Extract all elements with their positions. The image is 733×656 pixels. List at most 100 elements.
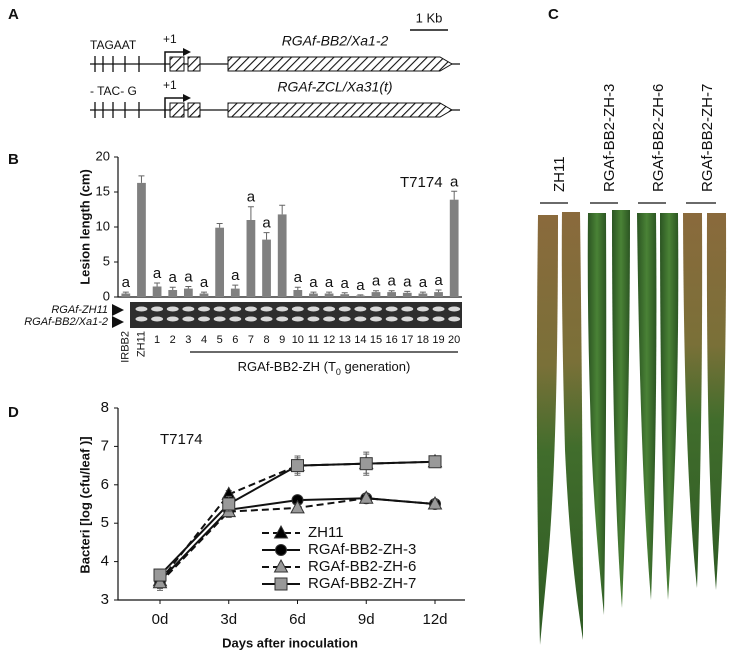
- bar: [246, 220, 256, 297]
- bar: [340, 294, 350, 297]
- bar: [152, 286, 162, 297]
- error-bar: [294, 286, 301, 290]
- bar: [449, 199, 459, 297]
- leaf-label: RGAf-BB2-ZH-6: [650, 84, 667, 192]
- marker: [291, 459, 304, 473]
- marker: [428, 455, 442, 469]
- marker: [427, 495, 443, 510]
- gel-band: [291, 306, 304, 312]
- legend-marker: [274, 577, 288, 591]
- error-bar: [310, 291, 317, 294]
- error-bar: [247, 206, 254, 220]
- significance-label: a: [262, 215, 271, 232]
- error-bar: [279, 204, 286, 215]
- y-tick-label: 6: [101, 476, 109, 493]
- error-bar: [201, 291, 207, 294]
- gene-name: RGAf-BB2/Xa1-2: [282, 33, 389, 49]
- marker: [153, 568, 167, 582]
- x-tick-label: 0d: [152, 611, 169, 628]
- x-axis-label-part: RGAf-BB2-ZH (T: [238, 359, 336, 374]
- leaf: [612, 210, 630, 608]
- gel-band: [260, 306, 273, 312]
- gel: [130, 302, 462, 328]
- gel-band: [432, 316, 445, 322]
- x-axis-label: RGAf-BB2-ZH (T0 generation): [238, 359, 411, 377]
- significance-label: a: [153, 265, 162, 282]
- gel-arrows: [112, 304, 124, 328]
- significance-label: a: [372, 273, 381, 290]
- x-tick-label: ZH11: [135, 331, 147, 357]
- error-bar: [451, 190, 458, 200]
- y-tick-label: 7: [101, 437, 109, 454]
- panel-label: B: [8, 151, 19, 168]
- gel-band: [448, 316, 461, 322]
- line-chart: Bacteri [log (cfu/leaf )] Days after ino…: [77, 408, 465, 650]
- gel-band: [307, 316, 320, 322]
- error-bar: [122, 291, 129, 294]
- significance-label: a: [434, 272, 443, 289]
- marker: [358, 490, 374, 504]
- gene-diagram: 1 Kb TAGAAT +1 RGAf-BB2/Xa1-2 - TAC- G +…: [90, 10, 460, 118]
- error-bar: [154, 282, 161, 287]
- legend-label: RGAf-BB2-ZH-6: [308, 558, 416, 575]
- significance-label: a: [341, 275, 350, 292]
- gel-band: [432, 306, 445, 312]
- y-tick-label: 8: [101, 399, 109, 416]
- y-tick-label: 20: [96, 148, 110, 163]
- bar: [215, 227, 225, 297]
- legend-marker: [273, 558, 289, 573]
- error-bar: [435, 289, 442, 293]
- error-bar: [232, 284, 239, 289]
- gel-band: [182, 316, 195, 322]
- gel-band: [135, 316, 148, 322]
- error-bar: [404, 290, 411, 293]
- bar: [293, 290, 303, 297]
- leaf: [536, 215, 558, 645]
- y-tick-label: 15: [96, 183, 110, 198]
- gel-band: [401, 306, 414, 312]
- bar: [137, 182, 146, 297]
- x-tick-label: 5: [217, 334, 223, 346]
- significance-label: a: [325, 274, 334, 291]
- error-bar: [341, 292, 348, 295]
- panel-label: D: [8, 404, 19, 421]
- promoter-seq: TAGAAT: [90, 38, 137, 52]
- y-axis-label: Bacteri [log (cfu/leaf )]: [77, 436, 92, 573]
- marker: [290, 499, 305, 514]
- significance-label: a: [419, 274, 428, 291]
- x-tick-label: IRBB2: [120, 331, 132, 363]
- leaf-label: RGAf-BB2-ZH-7: [699, 84, 716, 192]
- gel-band: [198, 306, 210, 312]
- panel-label: C: [548, 6, 559, 23]
- x-tick-label: 11: [308, 334, 319, 346]
- gel-band: [307, 306, 320, 312]
- x-tick-label: 3: [185, 334, 191, 346]
- gene-name: RGAf-ZCL/Xa31(t): [277, 79, 392, 95]
- bar: [402, 292, 412, 297]
- bar: [387, 292, 397, 297]
- y-tick-label: 5: [101, 514, 109, 531]
- gel-band: [276, 306, 289, 312]
- significance-label: a: [122, 274, 131, 291]
- bar: [121, 293, 131, 297]
- x-tick-label: 18: [417, 334, 429, 346]
- x-tick-label: 6d: [289, 611, 306, 628]
- significance-label: a: [184, 268, 193, 285]
- x-tick-label: 14: [354, 334, 366, 346]
- gel-band: [291, 316, 304, 322]
- significance-label: a: [231, 267, 240, 284]
- panel-label: A: [8, 6, 19, 23]
- gel-band: [229, 316, 242, 322]
- leaf: [587, 213, 607, 615]
- bar: [418, 293, 428, 297]
- leaf: [706, 213, 727, 590]
- x-tick-label: 9: [279, 334, 285, 346]
- significance-label: a: [403, 273, 412, 290]
- gel-band: [166, 316, 179, 322]
- y-tick-label: 5: [103, 253, 110, 268]
- x-tick-label: 12: [323, 334, 335, 346]
- x-tick-label: 10: [292, 334, 304, 346]
- y-tick-label: 4: [101, 553, 109, 570]
- gel-band: [401, 316, 414, 322]
